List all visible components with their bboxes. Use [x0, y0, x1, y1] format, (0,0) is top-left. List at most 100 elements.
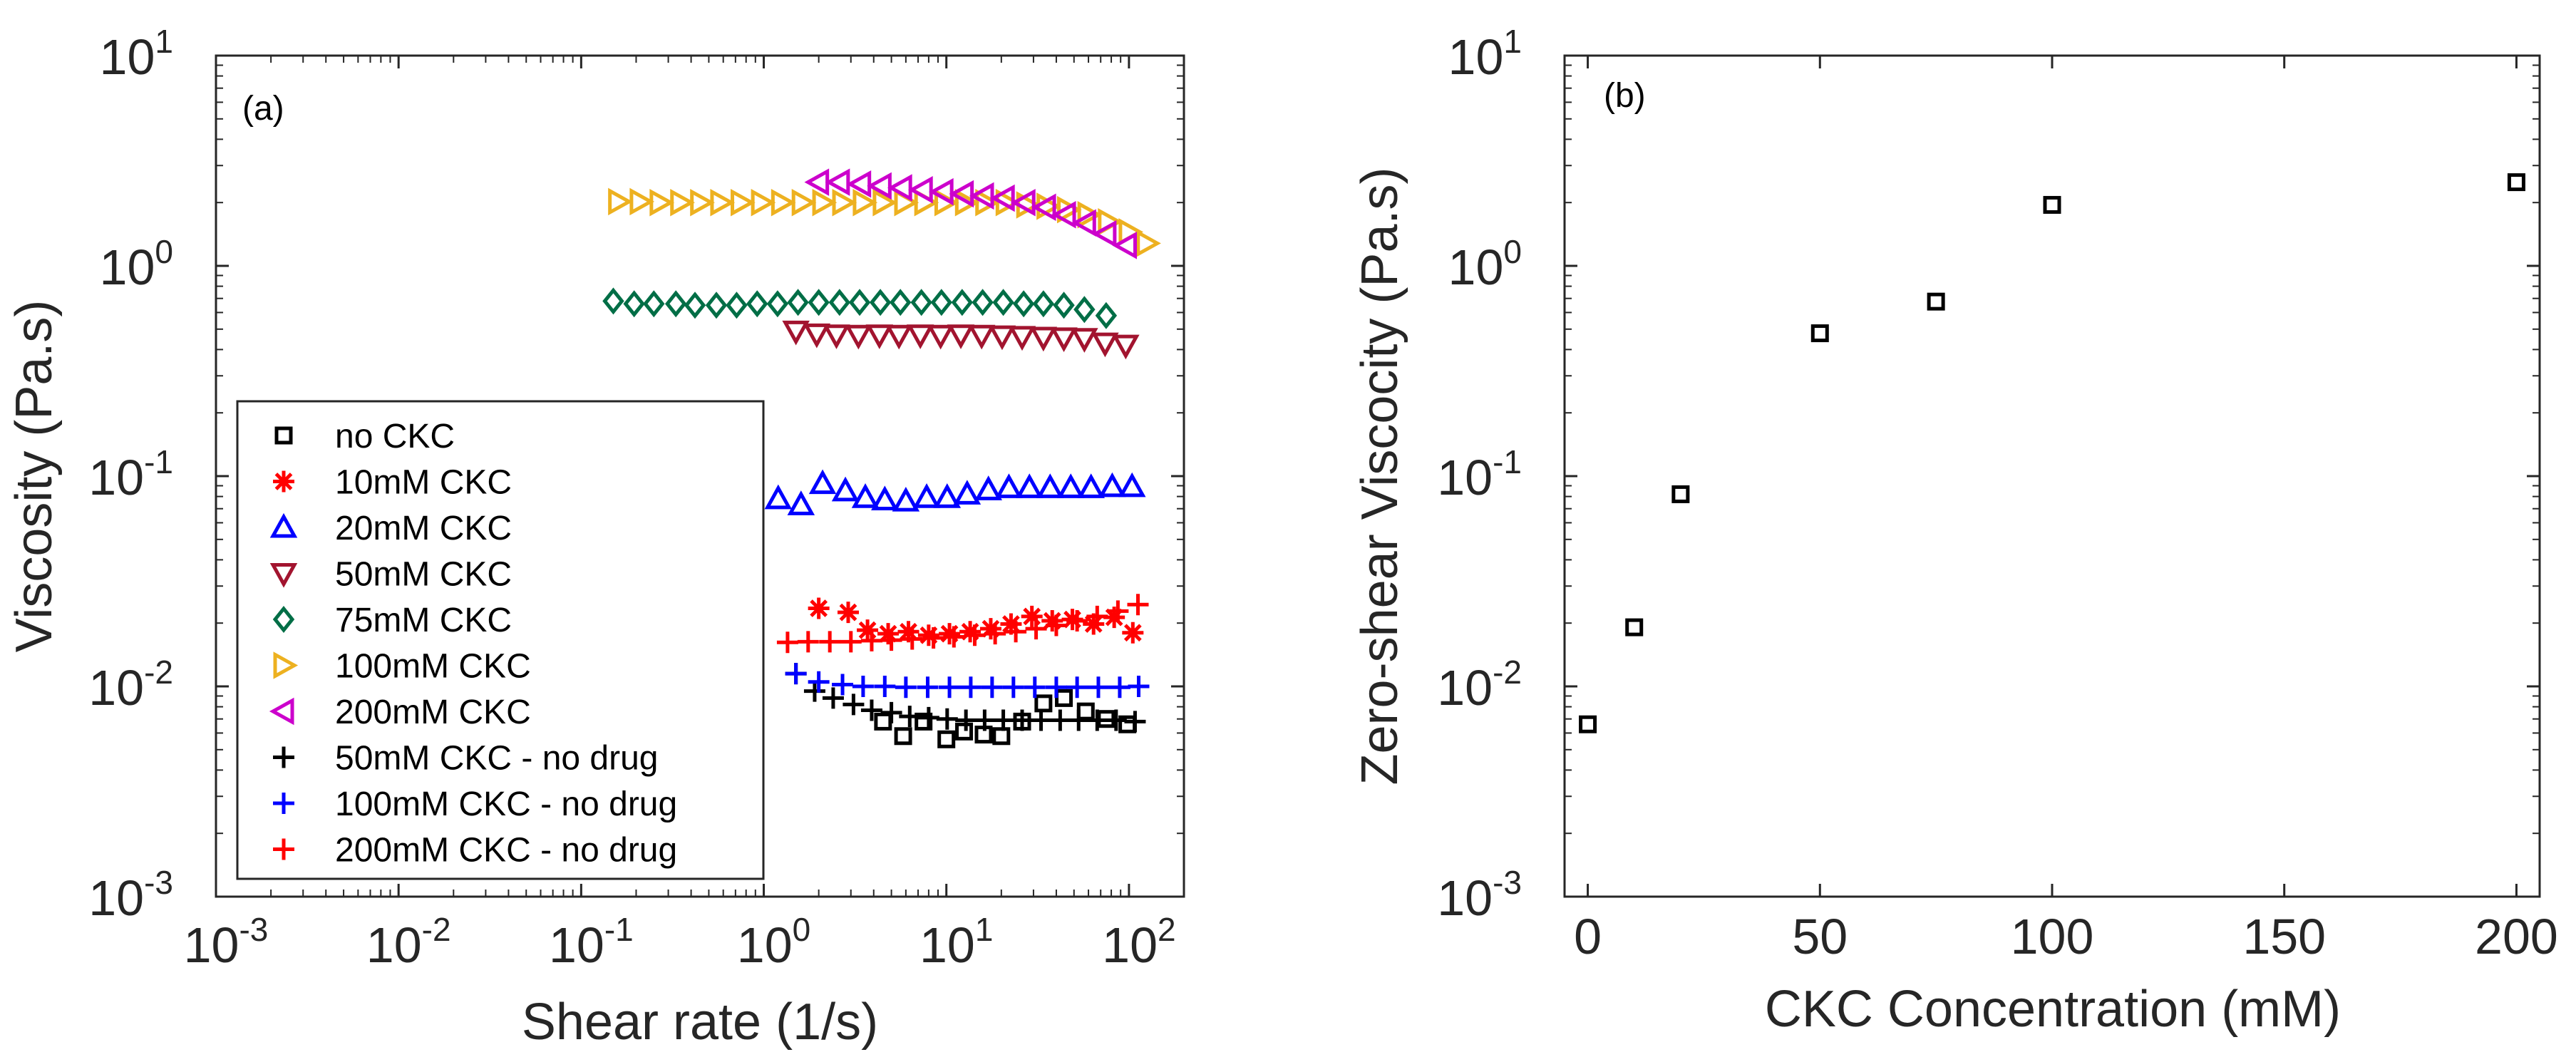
- series-7: [785, 663, 1146, 733]
- data-point: [1015, 473, 1044, 498]
- x-tick-label: 100: [737, 911, 810, 973]
- legend-entry: 50mM CKC - no drug: [273, 740, 659, 778]
- legend-marker: [269, 697, 294, 726]
- legend-marker: [273, 746, 294, 768]
- series-2: [764, 469, 1146, 515]
- data-point: [922, 627, 944, 649]
- data-point: [889, 289, 912, 316]
- data-point: [1011, 188, 1036, 217]
- series-6: [804, 168, 1137, 259]
- data-point: [852, 676, 874, 697]
- data-point: [955, 722, 974, 741]
- data-point: [917, 706, 939, 728]
- data-point: [785, 663, 807, 685]
- x-tick-label: 10-3: [184, 911, 269, 973]
- data-point: [1086, 605, 1108, 627]
- data-point: [981, 676, 1003, 698]
- data-point: [1029, 326, 1058, 352]
- data-point: [979, 618, 1001, 640]
- y-tick-label: 10-3: [1437, 864, 1522, 926]
- data-point: [1049, 709, 1071, 731]
- data-point: [995, 188, 1021, 217]
- data-point: [953, 480, 982, 505]
- data-point: [705, 292, 728, 319]
- data-point: [984, 623, 1006, 645]
- data-point: [1008, 326, 1036, 351]
- y-tick-label: 101: [1448, 23, 1522, 85]
- data-point: [791, 188, 817, 217]
- data-point: [895, 676, 917, 698]
- data-point: [2043, 195, 2061, 214]
- legend-label: 100mM CKC: [335, 648, 531, 686]
- data-point: [764, 484, 793, 510]
- x-tick-label: 10-1: [549, 911, 634, 973]
- x-ticks-b: 0 50 100 150 200: [1574, 56, 2558, 964]
- data-point: [1077, 473, 1105, 498]
- data-point: [1012, 290, 1035, 318]
- data-point: [954, 188, 980, 217]
- series-4: [602, 287, 1118, 329]
- legend-label: 100mM CKC - no drug: [335, 785, 677, 823]
- data-point: [992, 289, 1014, 316]
- data-point: [1055, 689, 1073, 707]
- data-point: [937, 730, 956, 748]
- data-point: [897, 621, 919, 643]
- legend-entry: 200mM CKC: [269, 694, 531, 731]
- data-point: [1024, 676, 1046, 698]
- data-point: [917, 624, 939, 646]
- data-point: [959, 621, 982, 643]
- x-tick-label: 101: [919, 911, 993, 973]
- data-point: [1076, 702, 1095, 721]
- data-point: [823, 324, 850, 349]
- data-point: [1095, 301, 1118, 329]
- data-point: [690, 188, 715, 217]
- y-tick-label: 100: [100, 233, 173, 295]
- data-point: [1066, 676, 1088, 698]
- y-ticks-a: 10-3 10-2 10-1 100 101: [88, 23, 1184, 926]
- data-point: [1045, 676, 1067, 698]
- data-point: [623, 290, 645, 318]
- data-point: [877, 623, 900, 645]
- legend-label: 20mM CKC: [335, 510, 512, 547]
- x-tick-label: 10-2: [366, 911, 451, 973]
- data-point: [1083, 613, 1105, 635]
- data-point: [1810, 324, 1829, 343]
- data-point: [1671, 485, 1690, 503]
- data-point: [857, 619, 879, 641]
- data-point: [964, 624, 986, 646]
- data-point: [1051, 201, 1076, 229]
- data-point: [1071, 328, 1098, 353]
- data-point: [751, 188, 776, 217]
- legend-label: 75mM CKC: [335, 602, 512, 639]
- data-point: [808, 469, 837, 495]
- data-point: [860, 629, 882, 651]
- data-point: [710, 188, 736, 217]
- data-point: [1025, 618, 1047, 640]
- data-point: [930, 289, 953, 316]
- data-point: [1073, 296, 1096, 324]
- legend-entry: 10mM CKC: [273, 464, 512, 502]
- data-point: [1005, 621, 1027, 643]
- data-point: [808, 671, 830, 693]
- legend-marker: [269, 563, 298, 588]
- data-point: [808, 597, 830, 619]
- legend-label: 50mM CKC: [335, 556, 512, 594]
- data-point: [885, 324, 913, 350]
- data-point: [840, 631, 862, 653]
- y-tick-label: 10-2: [88, 654, 173, 716]
- data-point: [990, 184, 1015, 212]
- data-point: [1071, 209, 1096, 237]
- data-point: [915, 712, 933, 731]
- x-axis-label-b: CKC Concentration (mM): [1765, 981, 2341, 1038]
- data-point: [831, 476, 860, 502]
- y-tick-label: 100: [1448, 233, 1522, 295]
- data-point: [949, 180, 974, 208]
- data-point: [2507, 173, 2525, 192]
- data-point: [867, 172, 892, 200]
- data-point: [684, 292, 706, 319]
- data-point: [880, 701, 902, 723]
- x-tick-label: 150: [2242, 909, 2326, 964]
- data-point: [852, 188, 878, 217]
- data-point: [912, 483, 941, 508]
- data-point: [1127, 594, 1149, 616]
